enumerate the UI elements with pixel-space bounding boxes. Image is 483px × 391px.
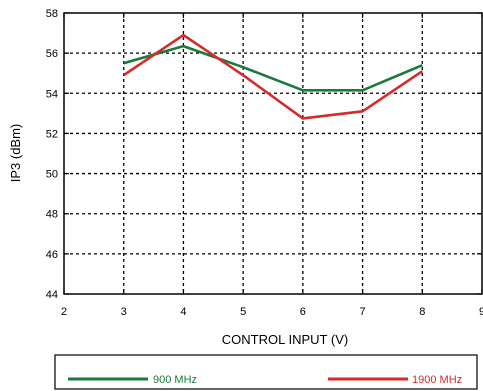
y-tick-label-44: 44 [46, 289, 58, 301]
x-tick-label-7: 7 [360, 306, 366, 318]
y-axis-title: IP3 (dBm) [8, 124, 23, 183]
x-axis-title: CONTROL INPUT (V) [222, 332, 348, 347]
x-tick-label-5: 5 [240, 306, 246, 318]
y-tick-label-58: 58 [46, 8, 58, 20]
y-tick-label-46: 46 [46, 249, 58, 261]
x-tick-label-2: 2 [61, 306, 67, 318]
x-tick-labels: 2 3 4 5 6 7 8 9 [61, 306, 483, 318]
legend-label-1900mhz: 1900 MHz [412, 374, 462, 386]
y-tick-label-54: 54 [46, 88, 58, 100]
x-tick-label-3: 3 [121, 306, 127, 318]
series-line-900-mhz [123, 44, 423, 92]
x-tick-label-9: 9 [479, 306, 483, 318]
legend: 900 MHz 1900 MHz [54, 354, 478, 390]
grid-lines [64, 13, 482, 294]
x-tick-label-6: 6 [300, 306, 306, 318]
y-tick-label-56: 56 [46, 48, 58, 60]
series-lines [122, 33, 424, 120]
x-tick-label-4: 4 [180, 306, 186, 318]
y-tick-label-48: 48 [46, 209, 58, 221]
y-tick-label-50: 50 [46, 169, 58, 181]
legend-label-900mhz: 900 MHz [153, 374, 197, 386]
x-tick-label-8: 8 [419, 306, 425, 318]
plot-area-frame [63, 12, 483, 295]
series-line-1900-mhz [122, 33, 424, 120]
y-tick-labels: 44 46 48 50 52 54 56 58 [46, 8, 58, 301]
y-tick-label-52: 52 [46, 128, 58, 140]
legend-box [54, 354, 478, 390]
axis-ticks [63, 12, 483, 295]
